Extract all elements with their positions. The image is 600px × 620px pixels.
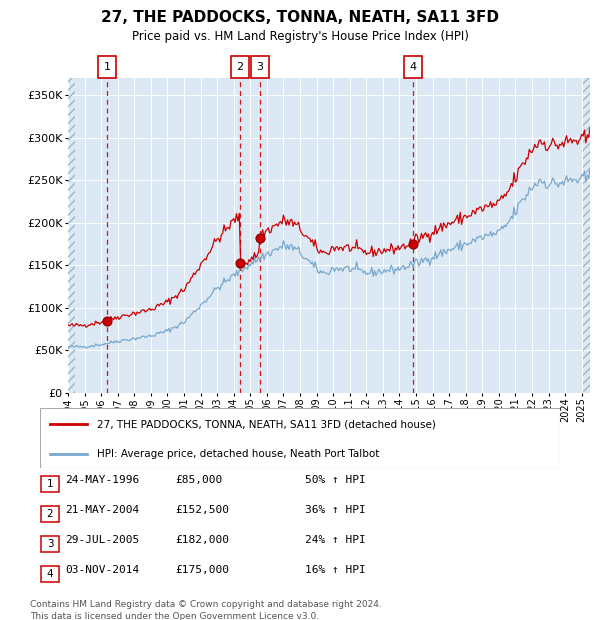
FancyBboxPatch shape: [231, 56, 249, 78]
FancyBboxPatch shape: [41, 476, 59, 492]
Text: 16% ↑ HPI: 16% ↑ HPI: [305, 565, 366, 575]
FancyBboxPatch shape: [41, 506, 59, 522]
Text: This data is licensed under the Open Government Licence v3.0.: This data is licensed under the Open Gov…: [30, 612, 319, 620]
Text: Price paid vs. HM Land Registry's House Price Index (HPI): Price paid vs. HM Land Registry's House …: [131, 30, 469, 43]
Text: £152,500: £152,500: [175, 505, 229, 515]
FancyBboxPatch shape: [98, 56, 116, 78]
Text: £85,000: £85,000: [175, 475, 222, 485]
Bar: [68, 78, 76, 393]
Text: £175,000: £175,000: [175, 565, 229, 575]
Text: 27, THE PADDOCKS, TONNA, NEATH, SA11 3FD: 27, THE PADDOCKS, TONNA, NEATH, SA11 3FD: [101, 10, 499, 25]
Text: 27, THE PADDOCKS, TONNA, NEATH, SA11 3FD (detached house): 27, THE PADDOCKS, TONNA, NEATH, SA11 3FD…: [97, 419, 436, 429]
Text: 24-MAY-1996: 24-MAY-1996: [65, 475, 139, 485]
Text: 03-NOV-2014: 03-NOV-2014: [65, 565, 139, 575]
FancyBboxPatch shape: [40, 408, 560, 468]
Text: 29-JUL-2005: 29-JUL-2005: [65, 535, 139, 545]
Text: 1: 1: [47, 479, 53, 489]
Text: £182,000: £182,000: [175, 535, 229, 545]
Text: 1: 1: [104, 62, 111, 72]
Text: 2: 2: [47, 509, 53, 519]
Text: 4: 4: [47, 569, 53, 579]
FancyBboxPatch shape: [404, 56, 422, 78]
FancyBboxPatch shape: [41, 566, 59, 582]
Text: 21-MAY-2004: 21-MAY-2004: [65, 505, 139, 515]
Text: 2: 2: [236, 62, 244, 72]
Text: HPI: Average price, detached house, Neath Port Talbot: HPI: Average price, detached house, Neat…: [97, 450, 380, 459]
Text: 4: 4: [410, 62, 417, 72]
Text: 3: 3: [47, 539, 53, 549]
Bar: [583, 78, 590, 393]
Text: 36% ↑ HPI: 36% ↑ HPI: [305, 505, 366, 515]
FancyBboxPatch shape: [251, 56, 269, 78]
Text: 24% ↑ HPI: 24% ↑ HPI: [305, 535, 366, 545]
Text: 3: 3: [256, 62, 263, 72]
FancyBboxPatch shape: [41, 536, 59, 552]
Text: Contains HM Land Registry data © Crown copyright and database right 2024.: Contains HM Land Registry data © Crown c…: [30, 600, 382, 609]
Text: 50% ↑ HPI: 50% ↑ HPI: [305, 475, 366, 485]
